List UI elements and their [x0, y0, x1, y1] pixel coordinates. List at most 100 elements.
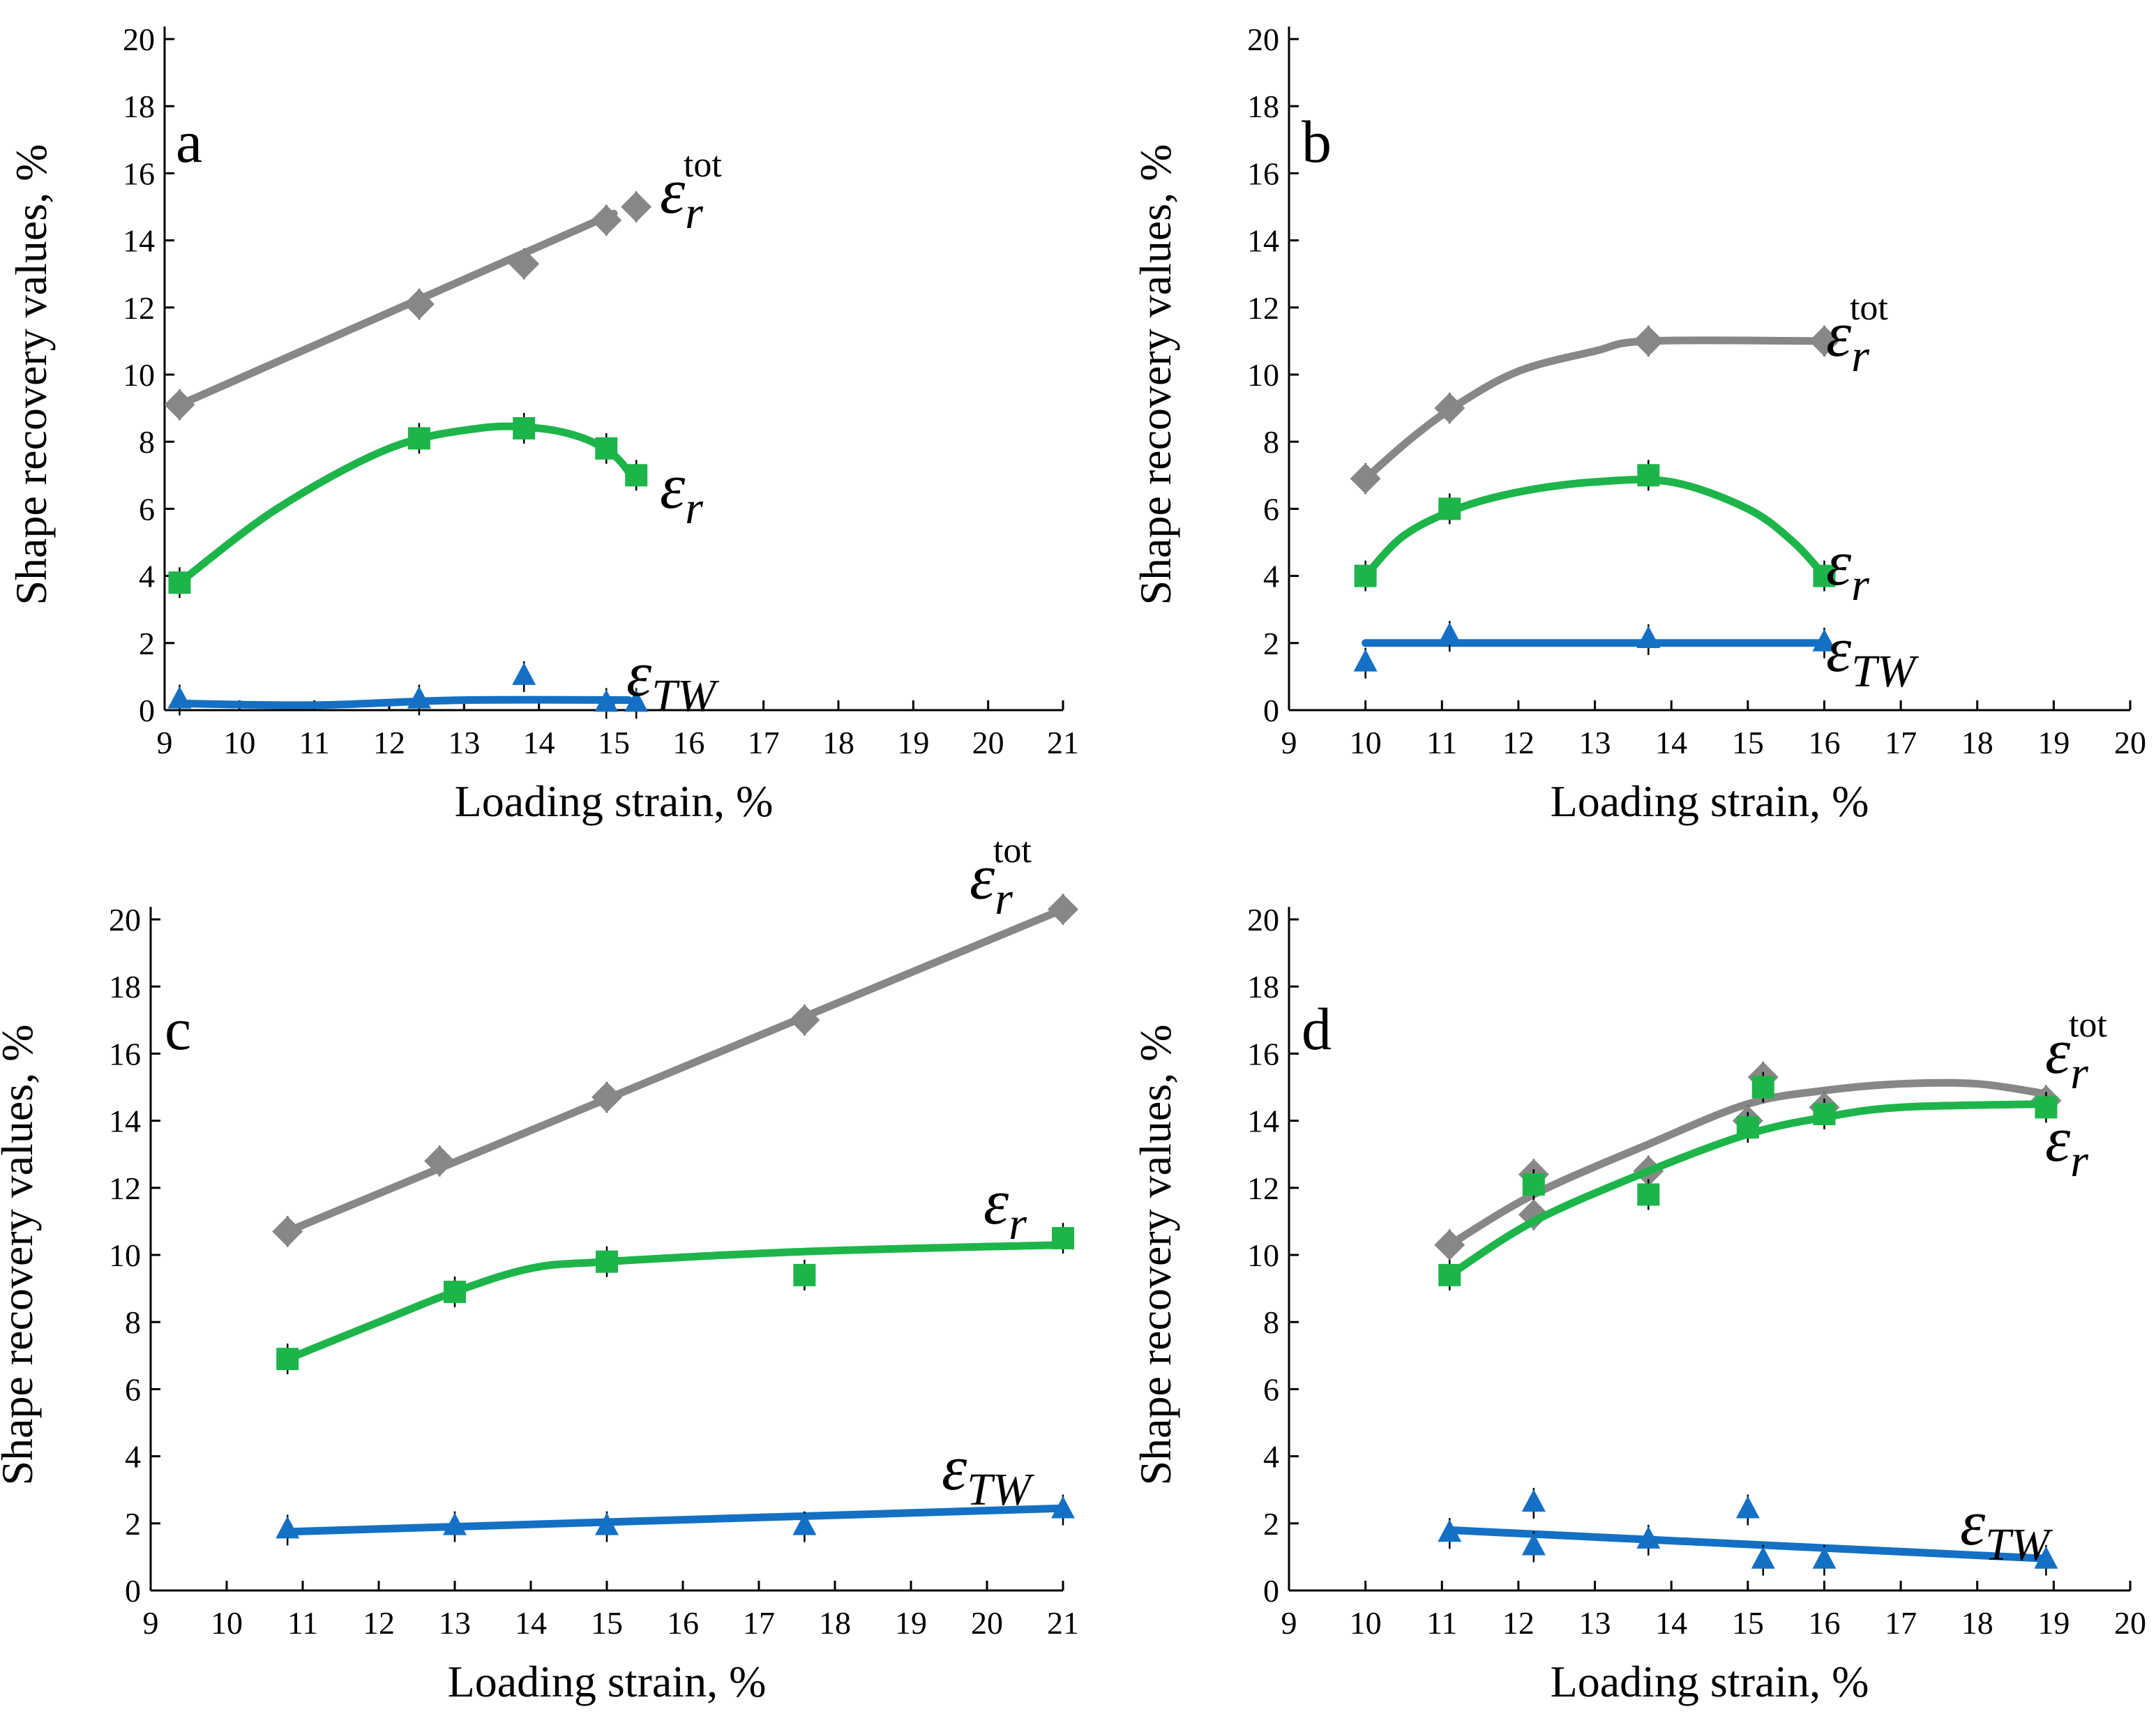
- y-tick-label: 8: [1263, 1304, 1279, 1340]
- x-tick-label: 12: [373, 725, 405, 760]
- y-tick-label: 8: [139, 424, 155, 460]
- series-reversible: εr: [276, 1166, 1074, 1375]
- series-label-symbol: ε: [1826, 614, 1852, 685]
- data-point-two_way: [443, 1512, 467, 1535]
- x-tick-label: 13: [448, 725, 480, 760]
- data-point-two_way: [1812, 629, 1837, 652]
- x-tick-label: 19: [2037, 1605, 2070, 1641]
- y-tick-label: 4: [139, 559, 155, 594]
- y-tick-label: 12: [109, 1171, 141, 1206]
- series-label-total: εrtot: [970, 831, 1032, 924]
- y-tick-label: 14: [1247, 1104, 1279, 1139]
- series-label-superscript: tot: [2069, 1005, 2107, 1045]
- series-total: εrtot: [1350, 288, 1888, 495]
- x-tick-label: 13: [1579, 1605, 1611, 1641]
- x-tick-label: 11: [287, 1605, 318, 1641]
- x-tick-label: 20: [2114, 1605, 2146, 1641]
- series-label-subscript: r: [2070, 1048, 2088, 1099]
- y-tick-label: 6: [139, 491, 155, 527]
- data-point-total: [1809, 325, 1840, 356]
- y-tick-label: 10: [1247, 1238, 1279, 1273]
- data-point-reversible: [276, 1348, 299, 1371]
- x-tick-label: 20: [972, 725, 1004, 760]
- fit-line-two_way: [175, 695, 633, 709]
- y-tick-label: 6: [1263, 491, 1279, 527]
- data-point-two_way: [167, 686, 192, 709]
- y-tick-label: 0: [125, 1573, 141, 1609]
- panel-letter: a: [176, 108, 202, 175]
- y-tick-label: 2: [125, 1506, 141, 1542]
- x-tick-label: 14: [515, 1605, 547, 1641]
- x-tick-label: 14: [523, 725, 555, 760]
- series-label-two_way: εTW: [1960, 1487, 2053, 1570]
- x-axis-label: Loading strain, %: [1551, 776, 1869, 826]
- x-tick-label: 15: [1732, 725, 1764, 760]
- y-tick-label: 4: [125, 1439, 141, 1475]
- x-tick-label: 11: [1426, 725, 1457, 760]
- x-tick-label: 9: [143, 1605, 159, 1641]
- data-point-reversible: [513, 416, 536, 439]
- x-tick-label: 14: [1655, 1605, 1687, 1641]
- x-axis-label: Loading strain, %: [455, 776, 774, 826]
- series-label-symbol: ε: [942, 1432, 967, 1503]
- data-point-reversible: [625, 464, 648, 487]
- x-tick-label: 19: [2037, 725, 2070, 760]
- x-tick-label: 17: [1885, 1605, 1917, 1641]
- y-tick-label: 10: [123, 357, 155, 393]
- x-tick-label: 19: [895, 1605, 927, 1641]
- data-point-reversible: [1438, 1263, 1461, 1286]
- series-label-subscript: r: [995, 873, 1013, 924]
- series-label-symbol: ε: [2045, 1104, 2071, 1175]
- x-tick-label: 16: [1808, 725, 1840, 760]
- series-label-total: εrtot: [2045, 1005, 2107, 1099]
- y-tick-label: 20: [1247, 902, 1279, 938]
- x-tick-label: 20: [971, 1605, 1003, 1641]
- series-label-subscript: r: [685, 188, 703, 239]
- data-point-two_way: [1521, 1489, 1546, 1512]
- series-label-symbol: ε: [660, 451, 686, 522]
- fit-line-reversible: [1362, 475, 1828, 580]
- y-tick-label: 18: [1247, 89, 1279, 124]
- y-tick-label: 0: [1263, 1573, 1279, 1609]
- y-tick-label: 6: [125, 1371, 141, 1407]
- x-tick-label: 13: [439, 1605, 471, 1641]
- series-label-subscript: r: [1851, 559, 1869, 610]
- series-two_way: εTW: [1438, 1487, 2058, 1576]
- data-point-two_way: [1735, 1496, 1760, 1519]
- x-tick-label: 21: [1047, 1605, 1079, 1641]
- fit-line-total: [283, 905, 1067, 1235]
- y-tick-label: 20: [123, 22, 155, 57]
- y-axis-label: Shape recovery values, %: [1131, 144, 1180, 605]
- data-point-reversible: [2035, 1096, 2058, 1119]
- y-tick-label: 20: [1247, 22, 1279, 57]
- y-tick-label: 10: [1247, 357, 1279, 393]
- series-label-reversible: εr: [983, 1166, 1027, 1249]
- data-point-two_way: [276, 1516, 300, 1539]
- series-label-two_way: εTW: [942, 1432, 1034, 1515]
- y-tick-label: 14: [123, 223, 155, 259]
- data-point-two_way: [1051, 1496, 1075, 1519]
- y-tick-label: 16: [1247, 1036, 1279, 1071]
- series-two_way: εTW: [1353, 614, 1919, 697]
- series-label-subscript: r: [1009, 1198, 1027, 1249]
- data-point-reversible: [444, 1280, 466, 1303]
- series-label-two_way: εTW: [1826, 614, 1919, 697]
- x-tick-label: 15: [598, 725, 630, 760]
- series-label-symbol: ε: [2045, 1016, 2071, 1087]
- x-tick-label: 18: [819, 1605, 851, 1641]
- y-tick-label: 16: [109, 1036, 141, 1071]
- data-point-reversible: [1052, 1226, 1074, 1249]
- data-point-reversible: [1354, 564, 1377, 587]
- chart-panel-a: 0 2 4 6 8 10 12 14 16 18 20 9 10 11 12 13 14 15 16 17 18 19 20…: [6, 22, 1079, 826]
- series-label-superscript: tot: [684, 145, 722, 185]
- x-tick-label: 9: [157, 725, 173, 760]
- data-point-total: [508, 248, 540, 280]
- data-point-reversible: [1813, 1102, 1836, 1125]
- data-point-reversible: [1751, 1076, 1774, 1099]
- series-label-subscript: r: [685, 483, 703, 534]
- x-tick-label: 21: [1047, 725, 1079, 760]
- x-tick-label: 10: [211, 1605, 243, 1641]
- data-point-total: [403, 288, 435, 319]
- data-point-two_way: [1636, 1526, 1661, 1549]
